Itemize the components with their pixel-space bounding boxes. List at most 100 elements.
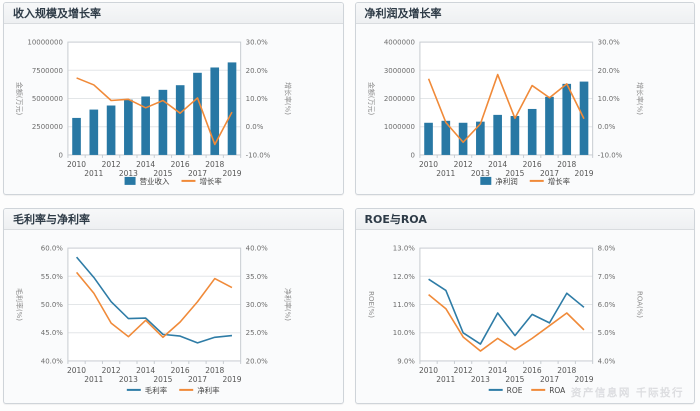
- svg-text:2018: 2018: [557, 160, 576, 169]
- svg-text:30.0%: 30.0%: [246, 39, 269, 47]
- svg-text:25.0%: 25.0%: [246, 329, 269, 337]
- panel-roe-roa: ROE与ROA 9.0% 10.0% 11.0% 12.0% 13.0% 4.0% 5.0%…: [354, 208, 695, 404]
- revenue-growth-chart: 0 2500000 5000000 7500000 10000000 -10.0% 0.0%…: [15, 39, 293, 186]
- svg-text:2012: 2012: [102, 160, 121, 169]
- x-axis-ticks: [418, 154, 593, 158]
- bar-series: [72, 62, 237, 155]
- y-axis-right: 4.0% 5.0% 6.0% 7.0% 8.0%: [597, 245, 615, 366]
- svg-text:0.0%: 0.0%: [597, 123, 615, 131]
- chart-area: 40.0% 45.0% 50.0% 55.0% 60.0% 20.0% 25.0% 30.0%…: [4, 230, 343, 403]
- svg-text:10.0%: 10.0%: [246, 95, 269, 103]
- svg-text:2016: 2016: [522, 160, 541, 169]
- svg-text:7500000: 7500000: [32, 67, 63, 75]
- legend-label: ROA: [549, 386, 566, 395]
- svg-text:40.0%: 40.0%: [246, 245, 269, 253]
- svg-text:2019: 2019: [223, 375, 242, 384]
- chart-area: 0 2500000 5000000 7500000 10000000 -10.0% 0.0%…: [4, 24, 343, 194]
- margins-chart: 40.0% 45.0% 50.0% 55.0% 60.0% 20.0% 25.0% 30.0%…: [15, 245, 293, 395]
- y-axis-left: 0 2500000 5000000 7500000 10000000: [27, 39, 62, 160]
- svg-text:2013: 2013: [470, 169, 489, 178]
- svg-text:金额(万元): 金额(万元): [15, 82, 24, 116]
- net-profit-growth-chart: 0 1000000 2000000 3000000 4000000 -10.0% 0.0% 1…: [366, 39, 644, 186]
- svg-text:2014: 2014: [488, 160, 507, 169]
- svg-text:5.0%: 5.0%: [597, 329, 615, 337]
- chart-area: 9.0% 10.0% 11.0% 12.0% 13.0% 4.0% 5.0% 6.0% 7.0%…: [356, 230, 695, 403]
- svg-text:40.0%: 40.0%: [41, 357, 64, 365]
- svg-text:2019: 2019: [574, 169, 593, 178]
- svg-text:2010: 2010: [67, 160, 86, 169]
- svg-text:2015: 2015: [153, 375, 172, 384]
- panel-net-profit-growth: 净利润及增长率 0 1000000 2000000 3000000 4000000 -10…: [354, 2, 695, 195]
- svg-text:2015: 2015: [153, 169, 172, 178]
- svg-text:8.0%: 8.0%: [597, 245, 615, 253]
- legend-label: 净利润: [495, 176, 517, 186]
- svg-text:4000000: 4000000: [383, 39, 414, 47]
- svg-text:2000000: 2000000: [383, 95, 414, 103]
- svg-text:2015: 2015: [505, 375, 524, 384]
- line-series: [75, 256, 233, 344]
- svg-text:2017: 2017: [539, 169, 558, 178]
- svg-text:2011: 2011: [436, 169, 455, 178]
- line-series: [427, 294, 585, 352]
- svg-text:2010: 2010: [67, 366, 86, 375]
- svg-text:2013: 2013: [470, 375, 489, 384]
- svg-text:12.0%: 12.0%: [392, 273, 415, 281]
- svg-text:30.0%: 30.0%: [597, 39, 620, 47]
- svg-text:2014: 2014: [136, 160, 155, 169]
- svg-text:55.0%: 55.0%: [41, 273, 64, 281]
- svg-text:4.0%: 4.0%: [597, 357, 615, 365]
- y-axis-left: 0 1000000 2000000 3000000 4000000: [383, 39, 414, 160]
- line-series: [76, 77, 233, 146]
- legend: 净利润 增长率: [479, 176, 570, 186]
- chart-area: 0 1000000 2000000 3000000 4000000 -10.0% 0.0% 1…: [356, 24, 695, 194]
- svg-text:20.0%: 20.0%: [246, 357, 269, 365]
- y-axis-right: -10.0% 0.0% 10.0% 20.0% 30.0%: [246, 39, 271, 160]
- panel-header: 净利润及增长率: [355, 3, 694, 24]
- y-axis-left: 40.0% 45.0% 50.0% 55.0% 60.0%: [41, 245, 64, 366]
- x-axis-ticks: [67, 360, 242, 364]
- svg-text:2018: 2018: [205, 366, 224, 375]
- svg-text:-10.0%: -10.0%: [597, 151, 622, 159]
- svg-text:60.0%: 60.0%: [41, 245, 64, 253]
- svg-text:2011: 2011: [84, 169, 103, 178]
- svg-text:0: 0: [410, 151, 414, 159]
- svg-text:2019: 2019: [223, 169, 242, 178]
- svg-text:3000000: 3000000: [383, 67, 414, 75]
- svg-text:2011: 2011: [436, 375, 455, 384]
- line-series: [75, 271, 233, 339]
- svg-text:20.0%: 20.0%: [597, 67, 620, 75]
- svg-text:2012: 2012: [453, 366, 472, 375]
- roe-roa-chart: 9.0% 10.0% 11.0% 12.0% 13.0% 4.0% 5.0% 6.0% 7.0%…: [366, 245, 643, 395]
- svg-text:2017: 2017: [188, 169, 207, 178]
- svg-text:ROA(%): ROA(%): [635, 291, 643, 318]
- svg-text:2013: 2013: [119, 375, 138, 384]
- panel-margins: 毛利率与净利率 40.0% 45.0% 50.0% 55.0% 60.0% 20.0% 25…: [3, 208, 344, 404]
- y-axis-left: 9.0% 10.0% 11.0% 12.0% 13.0%: [392, 245, 415, 366]
- legend-label: 增长率: [547, 176, 570, 186]
- svg-text:10.0%: 10.0%: [597, 95, 620, 103]
- svg-text:11.0%: 11.0%: [392, 301, 415, 309]
- gridlines: [67, 275, 241, 334]
- svg-text:5000000: 5000000: [32, 95, 63, 103]
- svg-text:2017: 2017: [539, 375, 558, 384]
- panel-header: 毛利率与净利率: [4, 209, 343, 230]
- svg-text:金额(万元): 金额(万元): [366, 82, 375, 116]
- svg-text:2014: 2014: [488, 366, 507, 375]
- panel-title: 毛利率与净利率: [13, 213, 90, 226]
- panel-header: 收入规模及增长率: [4, 3, 343, 24]
- y-axis-right: 20.0% 25.0% 30.0% 35.0% 40.0%: [246, 245, 269, 366]
- svg-text:0.0%: 0.0%: [246, 123, 264, 131]
- panel-revenue-growth: 收入规模及增长率 0 2500000 5000000 7500000 10000000 -…: [3, 2, 344, 195]
- svg-text:2011: 2011: [84, 375, 103, 384]
- legend-label: 增长率: [199, 176, 222, 186]
- svg-text:2019: 2019: [574, 375, 593, 384]
- svg-text:2018: 2018: [205, 160, 224, 169]
- line-series: [427, 73, 585, 144]
- svg-text:增长率(%): 增长率(%): [284, 82, 293, 115]
- svg-text:50.0%: 50.0%: [41, 301, 64, 309]
- svg-text:2018: 2018: [557, 366, 576, 375]
- panel-title: 净利润及增长率: [364, 7, 442, 20]
